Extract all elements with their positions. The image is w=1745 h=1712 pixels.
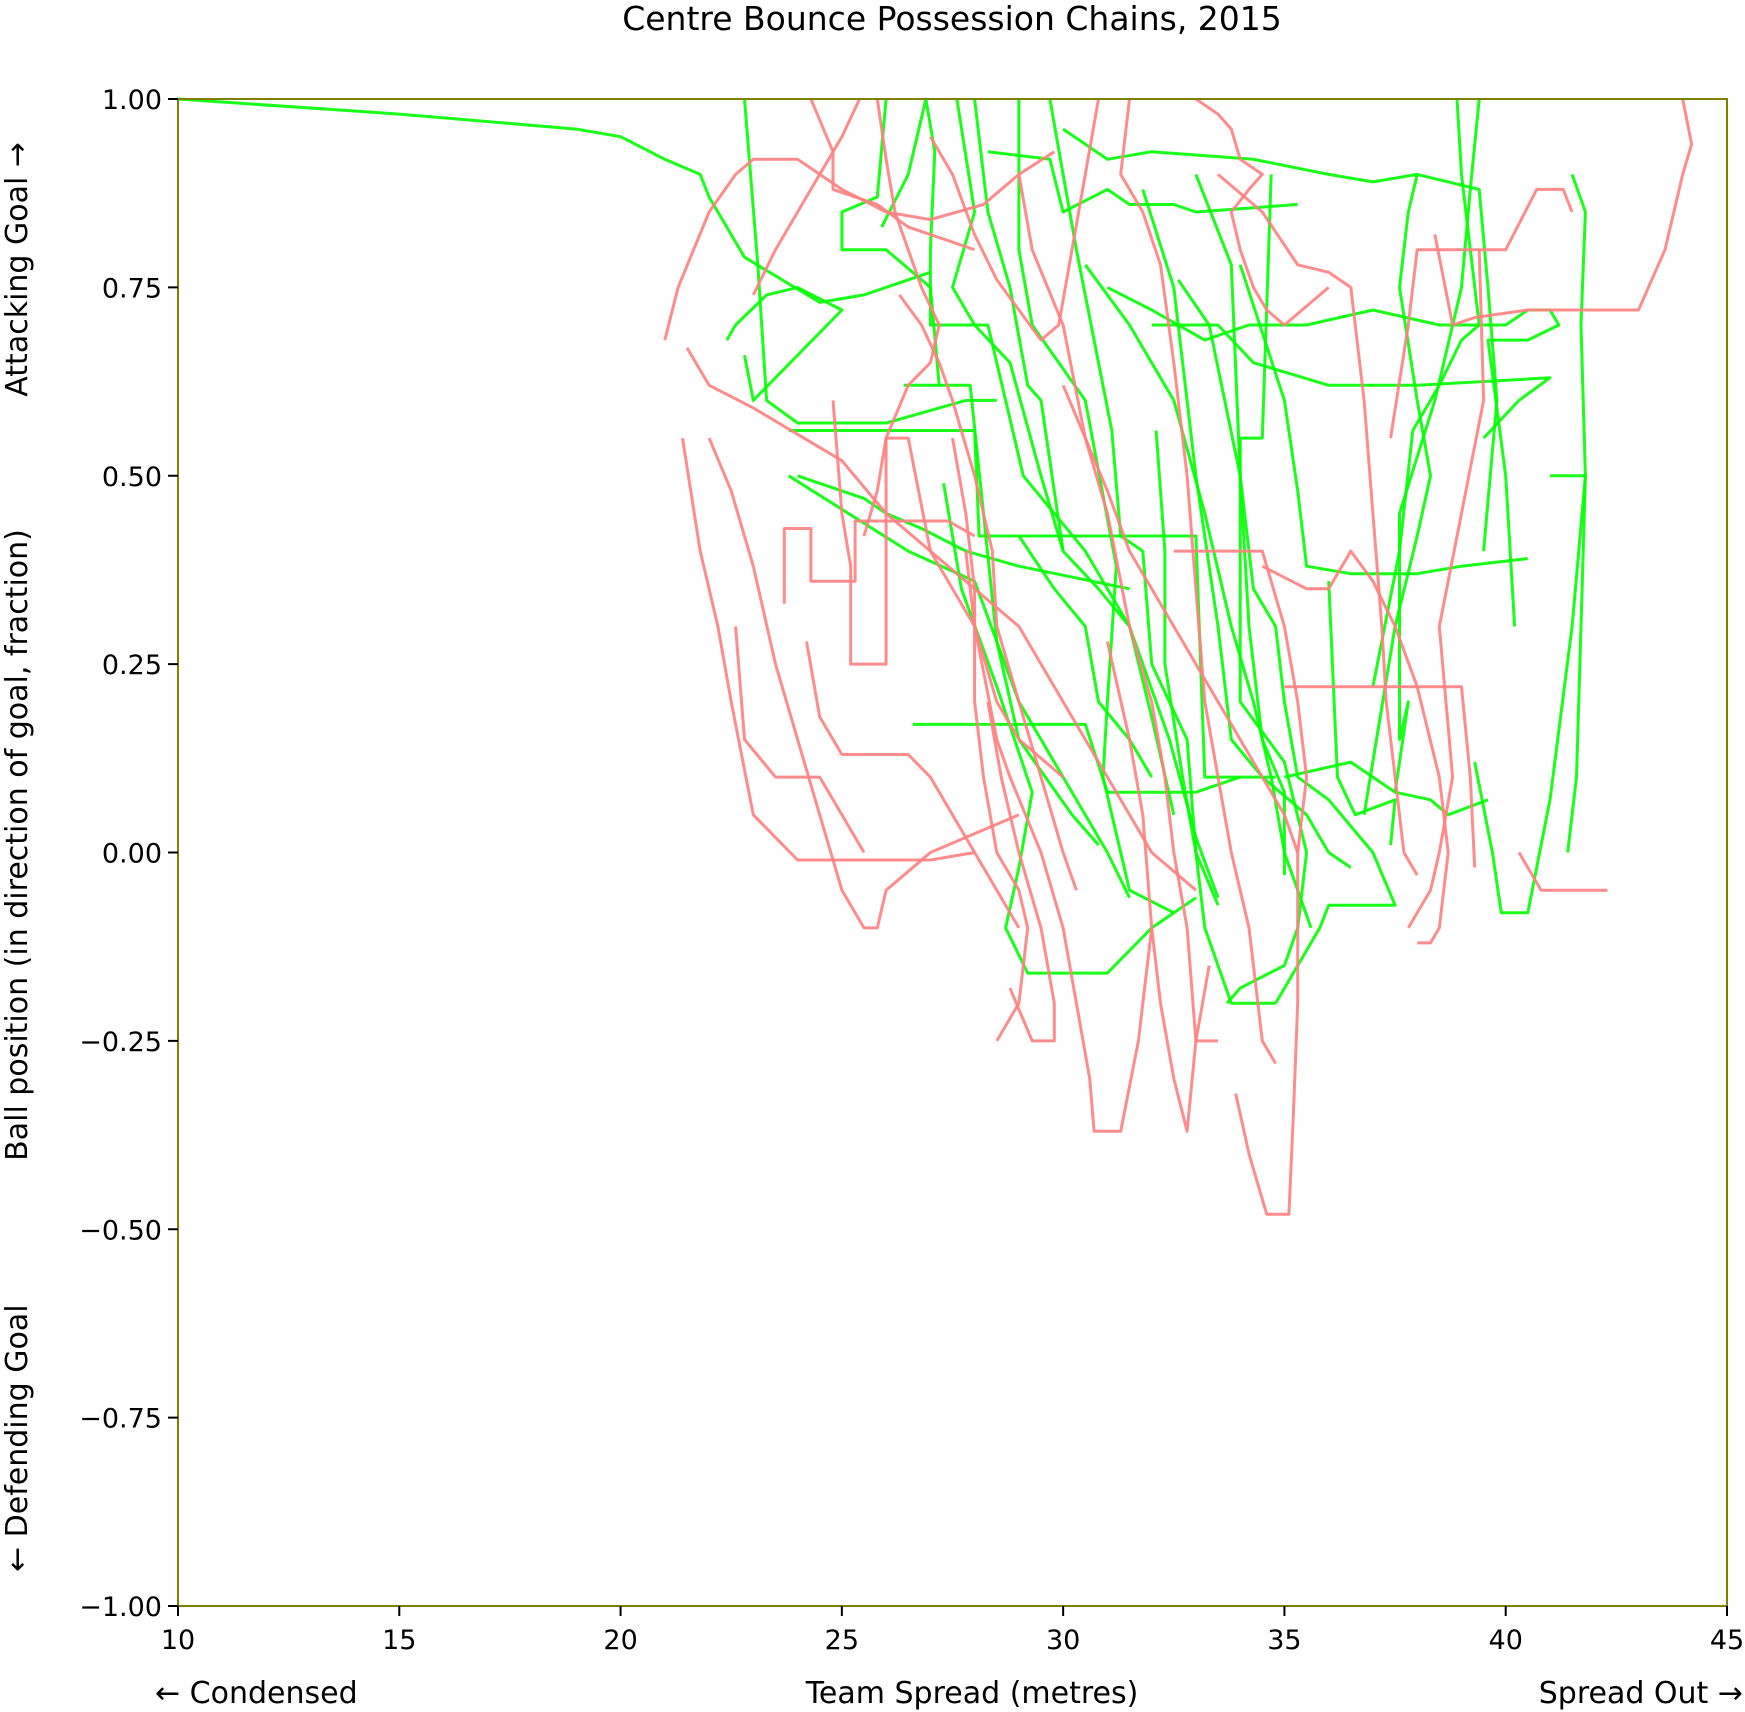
x-tick-label: 25 [825, 1625, 859, 1656]
chain-line-2 [743, 98, 997, 425]
chain-line-39 [734, 626, 866, 854]
chain-line-50 [1119, 98, 1277, 1065]
chain-line-17 [1141, 188, 1352, 869]
chain-line-13 [1048, 98, 1220, 906]
y-tick-label: −0.75 [79, 1404, 162, 1435]
chain-line-40 [782, 519, 976, 604]
series-lines [177, 97, 1694, 1216]
chain-line-30 [951, 98, 1065, 552]
chain-line-29 [1017, 535, 1153, 778]
y-tick-label: −0.50 [79, 1215, 162, 1246]
chain-line-15 [1084, 263, 1313, 929]
chain-line-43 [751, 98, 861, 296]
y-axis-ticks: −1.00 −0.75 −0.50 −0.25 0.00 0.25 0.50 0.75 1.00 [79, 85, 178, 1623]
chain-line-11 [987, 150, 1298, 214]
chain-line-21 [1194, 173, 1286, 876]
chain-line-51 [1105, 641, 1211, 1133]
chain-line-48 [986, 701, 1056, 1043]
chain-line-57 [1433, 98, 1694, 327]
chain-line-42 [831, 400, 1065, 779]
chain-line-27 [1473, 173, 1587, 915]
chain-line-7 [903, 383, 1100, 846]
y-axis-label-bottom: ← Defending Goal [0, 1304, 35, 1572]
y-tick-label: 0.00 [102, 839, 162, 870]
chain-line-55 [1284, 685, 1477, 868]
x-tick-label: 20 [603, 1625, 637, 1656]
chain-line-54 [1261, 549, 1450, 945]
chain-line-46 [951, 437, 1030, 1042]
y-tick-label: 0.50 [102, 462, 162, 493]
x-axis-label-left: ← Condensed [155, 1676, 358, 1711]
chain-line-62 [1061, 384, 1300, 853]
chain-line-19 [1154, 430, 1276, 1005]
chain-line-26 [1393, 98, 1481, 793]
chain-line-22 [1238, 264, 1528, 576]
chain-line-3 [725, 285, 844, 402]
chain-line-18 [1151, 323, 1552, 440]
y-axis-label-top: Attacking Goal → [0, 142, 35, 397]
chart-title: Centre Bounce Possession Chains, 2015 [622, 0, 1282, 38]
y-tick-label: 0.75 [102, 273, 162, 304]
chain-line-35 [681, 437, 975, 862]
chain-line-28 [1550, 474, 1587, 853]
x-tick-label: 40 [1489, 1625, 1523, 1656]
y-tick-label: 0.25 [102, 650, 162, 681]
x-tick-label: 10 [161, 1625, 195, 1656]
chain-line-49 [1017, 174, 1218, 1043]
y-axis-label: Ball position (in direction of goal, fra… [0, 529, 35, 1161]
x-axis-ticks: 10 15 20 25 30 35 40 45 [161, 1606, 1744, 1656]
chain-line-58 [1517, 851, 1608, 892]
chain-line-33 [1225, 174, 1309, 1005]
x-tick-label: 45 [1710, 1625, 1744, 1656]
chain-line-37 [685, 346, 1197, 892]
chain-line-47 [964, 550, 1154, 1133]
y-tick-label: −1.00 [79, 1592, 162, 1623]
x-tick-label: 35 [1267, 1625, 1301, 1656]
chain-line-25 [1371, 98, 1481, 687]
chain-line-34 [1327, 581, 1397, 846]
chain-line-32 [797, 474, 1130, 591]
x-axis-label-right: Spread Out → [1539, 1676, 1743, 1711]
chain-line-41 [805, 641, 1021, 929]
chain-line-31 [840, 98, 941, 386]
y-tick-label: −0.25 [79, 1027, 162, 1058]
chain-line-53 [1217, 173, 1419, 876]
chain-line-59 [1407, 249, 1486, 929]
chain-line-16 [1106, 286, 1561, 627]
chain-line-56 [1389, 187, 1574, 439]
y-tick-label: 1.00 [102, 85, 162, 116]
x-tick-label: 15 [382, 1625, 416, 1656]
chain-line-44 [809, 98, 976, 252]
chain-line-63 [1195, 97, 1330, 327]
chain-line-1 [177, 97, 931, 304]
chain-line-61 [929, 98, 1100, 342]
chain-line-38 [707, 437, 1020, 930]
chain-line-60 [862, 98, 941, 537]
x-tick-label: 30 [1046, 1625, 1080, 1656]
chain-line-12 [1017, 99, 1175, 915]
x-axis-label: Team Spread (metres) [805, 1676, 1139, 1711]
